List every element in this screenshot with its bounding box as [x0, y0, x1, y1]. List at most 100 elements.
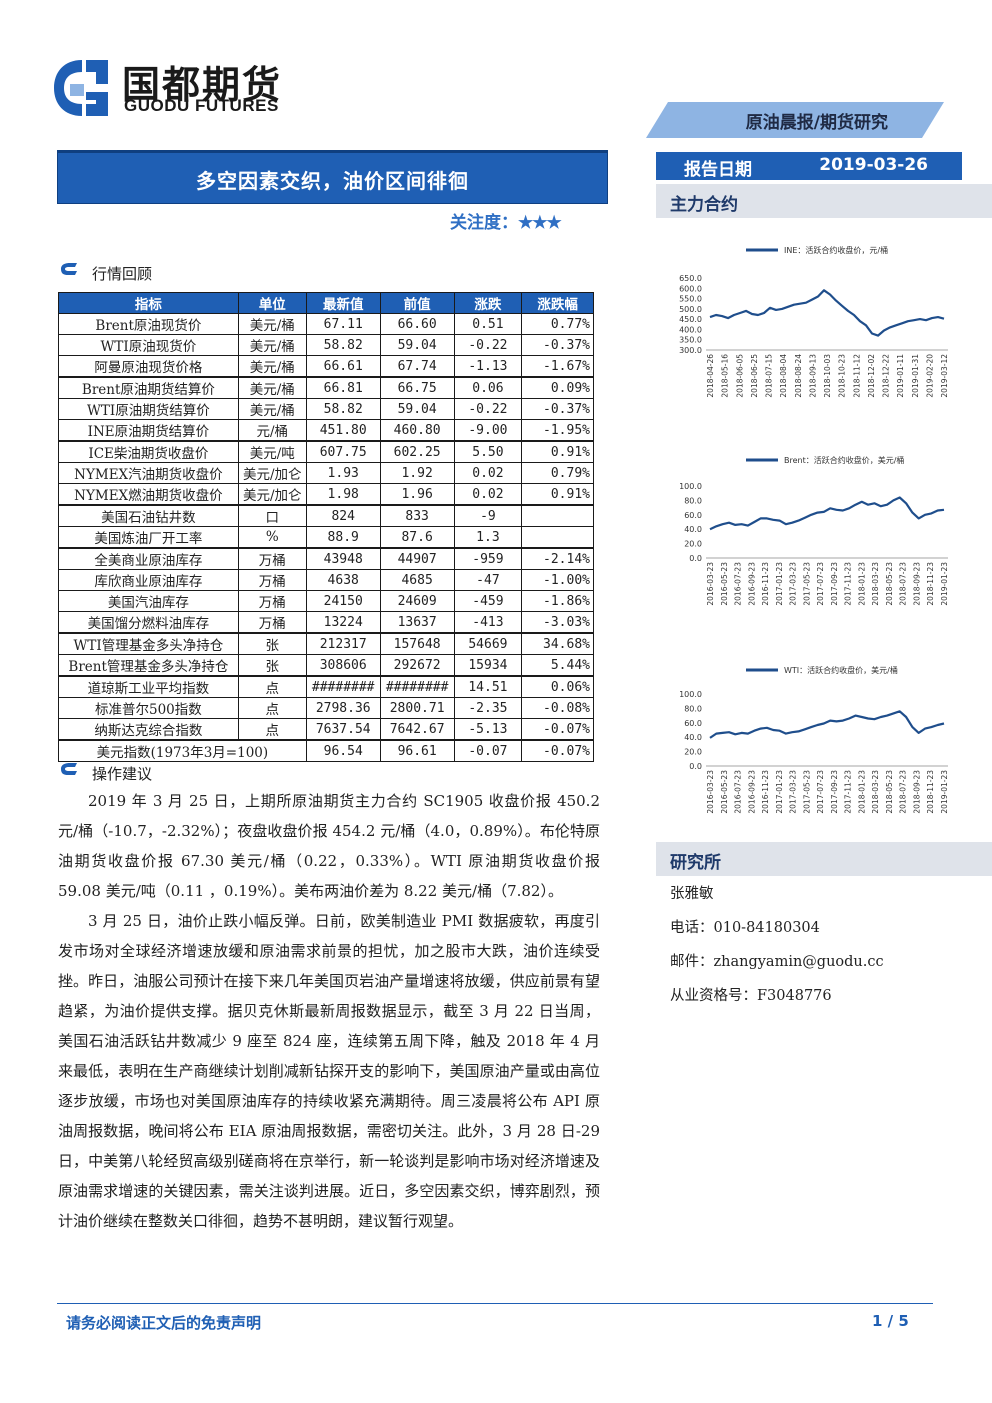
table-cell: 308606: [305, 654, 381, 677]
table-header: 涨跌: [453, 292, 523, 314]
table-cell: 5.44%: [521, 654, 594, 677]
disclaimer-link[interactable]: 请务必阅读正文后的免责声明: [66, 1314, 262, 1332]
x-tick-label: 2018-09-23: [912, 562, 921, 606]
table-cell: 67.74: [379, 355, 455, 378]
x-tick-label: 2016-03-23: [706, 770, 715, 814]
x-tick-label: 2018-12-02: [867, 354, 876, 398]
x-tick-label: 2017-11-23: [844, 770, 853, 814]
x-tick-label: 2019-01-23: [940, 770, 949, 814]
y-tick-label: 450.0: [679, 315, 702, 324]
table-cell: -1.67%: [521, 355, 594, 378]
wti-price-chart: WTI：活跃合约收盘价，美元/桶 100.0 80.0 60.0 40.0 20.0 0.0…: [679, 665, 949, 814]
series-line: [709, 289, 945, 337]
analyst-email[interactable]: 邮件：zhangyamin@guodu.cc: [670, 954, 884, 970]
table-cell: 58.82: [305, 334, 381, 356]
table-cell: 96.61: [379, 739, 455, 762]
table-cell: 美元/桶: [237, 313, 307, 335]
x-tick-label: 2017-01-23: [775, 562, 784, 606]
table-cell: ICE柴油期货收盘价: [58, 440, 239, 463]
table-cell: NYMEX燃油期货收盘价: [58, 483, 239, 506]
table-cell: 0.77%: [521, 313, 594, 335]
table-cell: Brent管理基金多头净持仓: [58, 654, 239, 677]
table-cell: 点: [237, 718, 307, 741]
category-label: 原油晨报/期货研究: [745, 113, 888, 133]
table-cell: 张: [237, 654, 307, 677]
table-cell: ########: [379, 675, 455, 698]
y-tick-label: 20.0: [684, 748, 702, 757]
table-header: 前值: [379, 292, 455, 314]
report-date-value: 2019-03-26: [819, 155, 928, 175]
advice-paragraph: 3 月 25 日，油价止跌小幅反弹。日前，欧美制造业 PMI 数据疲软，再度引发…: [58, 912, 600, 1230]
table-cell: 1.98: [305, 483, 381, 506]
table-cell: %: [237, 526, 307, 549]
table-row: NYMEX燃油期货收盘价 美元/加仑 1.98 1.96 0.02 0.91%: [58, 483, 594, 506]
table-cell: 0.06: [453, 376, 523, 399]
table-cell: [521, 504, 594, 527]
table-row: WTI管理基金多头净持仓张 212317 157648 54669 34.68%: [58, 632, 594, 655]
report-date-label: 报告日期: [684, 160, 752, 180]
brand-name-en: GUODU FUTURES: [124, 96, 279, 115]
x-tick-label: 2018-08-24: [794, 354, 803, 398]
table-row: 美元指数(1973年3月=100) 96.54 96.61 -0.07 -0.07%: [58, 739, 594, 762]
table-cell: [521, 526, 594, 549]
x-tick-label: 2016-07-23: [734, 770, 743, 814]
category-banner: 原油晨报/期货研究: [646, 102, 944, 138]
table-row: Brent原油期货结算价 美元/桶 66.81 66.75 0.06 0.09%: [58, 376, 594, 399]
table-cell: -0.08%: [521, 697, 594, 719]
brand-name-cn: 国都期货: [122, 62, 283, 107]
table-row: Brent原油现货价 美元/桶 67.11 66.60 0.51 0.77%: [58, 313, 594, 335]
main-contract-header: 主力合约: [656, 184, 992, 218]
table-cell: 157648: [379, 632, 455, 655]
table-row: 美国馏分燃料油库存 万桶 13224 13637 -413 -3.03%: [58, 611, 594, 634]
x-tick-label: 2018-01-23: [857, 770, 866, 814]
y-tick-label: 100.0: [679, 690, 702, 699]
table-cell: 美国炼油厂开工率: [58, 526, 239, 549]
table-row: WTI原油现货价 美元/桶 58.82 59.04 -0.22 -0.37%: [58, 334, 594, 356]
table-cell: ########: [305, 675, 381, 698]
table-cell: 4685: [379, 569, 455, 591]
table-cell: 点: [237, 675, 307, 698]
table-cell: 2800.71: [379, 697, 455, 719]
table-row: INE原油期货结算价 元/桶 451.80 460.80 -9.00 -1.95%: [58, 419, 594, 442]
table-cell: -3.03%: [521, 611, 594, 634]
legend-label: INE：活跃合约收盘价，元/桶: [784, 245, 888, 255]
table-cell: 1.3: [453, 526, 523, 549]
table-cell: 0.51: [453, 313, 523, 335]
x-tick-label: 2018-07-23: [899, 770, 908, 814]
table-row: ICE柴油期货收盘价 美元/吨 607.75 602.25 5.50 0.91%: [58, 440, 594, 463]
table-cell: -0.07%: [521, 739, 594, 762]
table-cell: 43948: [305, 547, 381, 570]
page-number: 1 / 5: [872, 1312, 909, 1330]
table-cell: 万桶: [237, 590, 307, 612]
y-tick-label: 40.0: [684, 733, 702, 742]
table-cell: 万桶: [237, 547, 307, 570]
analyst-name: 张雅敏: [670, 886, 714, 902]
table-cell: 0.79%: [521, 462, 594, 484]
table-cell: 67.11: [305, 313, 381, 335]
series-line: [709, 710, 945, 739]
table-cell: 库欣商业原油库存: [58, 569, 239, 591]
x-tick-label: 2016-09-23: [747, 770, 756, 814]
table-cell: 美元/加仑: [237, 483, 307, 506]
table-cell: 59.04: [379, 334, 455, 356]
x-tick-label: 2018-11-23: [926, 562, 935, 606]
table-row: 美国石油钻井数口 824 833 -9: [58, 504, 594, 527]
y-tick-label: 40.0: [684, 525, 702, 534]
table-cell: -1.13: [453, 355, 523, 378]
table-cell: 7637.54: [305, 718, 381, 741]
x-tick-label: 2017-03-23: [789, 770, 798, 814]
y-tick-label: 550.0: [679, 295, 702, 304]
table-cell: 标准普尔500指数: [58, 697, 239, 719]
table-cell: 460.80: [379, 419, 455, 442]
x-tick-label: 2018-07-15: [765, 354, 774, 398]
table-cell: -0.37%: [521, 398, 594, 420]
table-cell: -9.00: [453, 419, 523, 442]
table-cell: 点: [237, 697, 307, 719]
table-cell: 451.80: [305, 419, 381, 442]
table-row: 阿曼原油现货价格 美元/桶 66.61 67.74 -1.13 -1.67%: [58, 355, 594, 378]
research-header: 研究所: [656, 842, 992, 876]
table-cell: 0.91%: [521, 483, 594, 506]
x-tick-label: 2016-11-23: [761, 770, 770, 814]
table-cell: 0.02: [453, 462, 523, 484]
